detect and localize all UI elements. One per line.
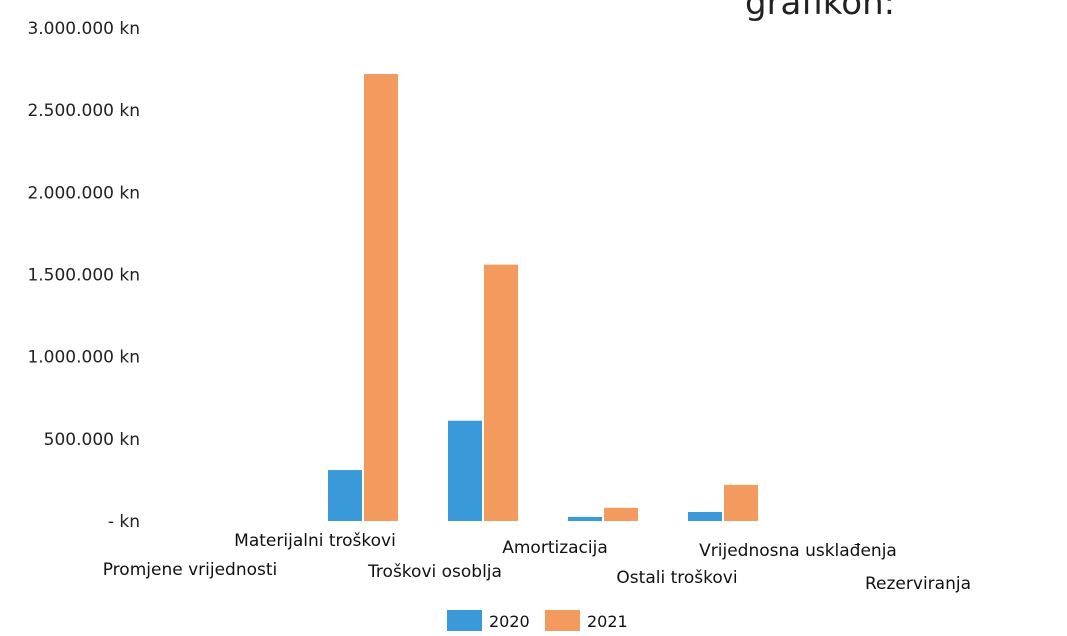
x-category-label: Materijalni troškovi [234,531,396,551]
y-tick-label: 3.000.000 kn [27,19,140,39]
y-tick-label: 500.000 kn [44,430,140,450]
legend-swatch-2021 [545,610,580,631]
x-category-label: Promjene vrijednosti [103,560,278,580]
y-tick-label: - kn [108,512,140,532]
y-axis-ticks: - kn 500.000 kn 1.000.000 kn 1.500.000 kn 2.… [27,19,140,532]
title-layer: grafikon: [745,0,895,23]
bar-2021-3 [604,507,638,521]
y-tick-label: 2.500.000 kn [27,101,140,121]
x-axis-labels: Promjene vrijednosti Materijalni troškovi… [103,531,971,594]
x-category-label: Ostali troškovi [616,568,737,588]
y-tick-label: 2.000.000 kn [27,183,140,203]
bar-2020-3 [568,516,602,521]
bar-2021-4 [724,484,758,521]
bar-2020-2 [448,420,482,521]
legend: 2020 2021 [447,610,628,631]
y-tick-label: 1.000.000 kn [27,348,140,368]
bars [328,74,758,521]
y-tick-label: 1.500.000 kn [27,266,140,286]
bar-2021-2 [484,264,518,521]
x-category-label: Rezerviranja [865,574,971,594]
legend-swatch-2020 [447,610,482,631]
bar-2020-1 [328,470,362,521]
bar-2020-4 [688,511,722,521]
x-category-label: Amortizacija [502,538,608,558]
bar-2021-1 [364,74,398,521]
x-category-label: Vrijednosna usklađenja [699,541,897,561]
chart-title: grafikon: [745,0,895,23]
x-category-label: Troškovi osoblja [367,562,502,582]
legend-label-2021: 2021 [587,612,628,631]
legend-label-2020: 2020 [489,612,530,631]
